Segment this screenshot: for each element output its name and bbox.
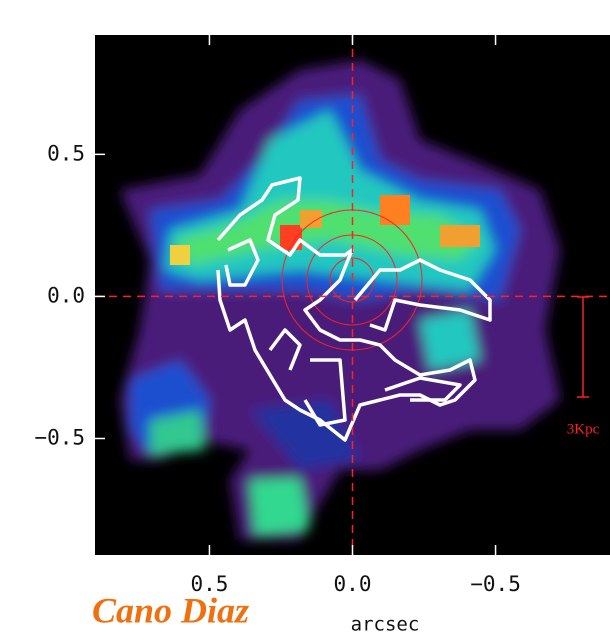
hot-spot	[170, 245, 190, 265]
hot-spot	[380, 195, 410, 225]
x-tick-label: 0.0	[334, 572, 372, 596]
y-tick-label: 0.5	[47, 141, 85, 165]
credit: Cano Diaz	[92, 590, 249, 630]
x-tick-label: −0.5	[470, 572, 521, 596]
x-axis-label: arcsec	[351, 614, 420, 636]
chart: 0.50.0−0.50.50.0−0.5 3Kpc arcsec Cano Di…	[0, 0, 610, 639]
y-tick-label: −0.5	[34, 425, 85, 449]
y-tick-label: 0.0	[47, 283, 85, 307]
hot-spot	[300, 210, 322, 228]
hot-spot	[440, 225, 480, 247]
scale-label: 3Kpc	[567, 421, 600, 437]
